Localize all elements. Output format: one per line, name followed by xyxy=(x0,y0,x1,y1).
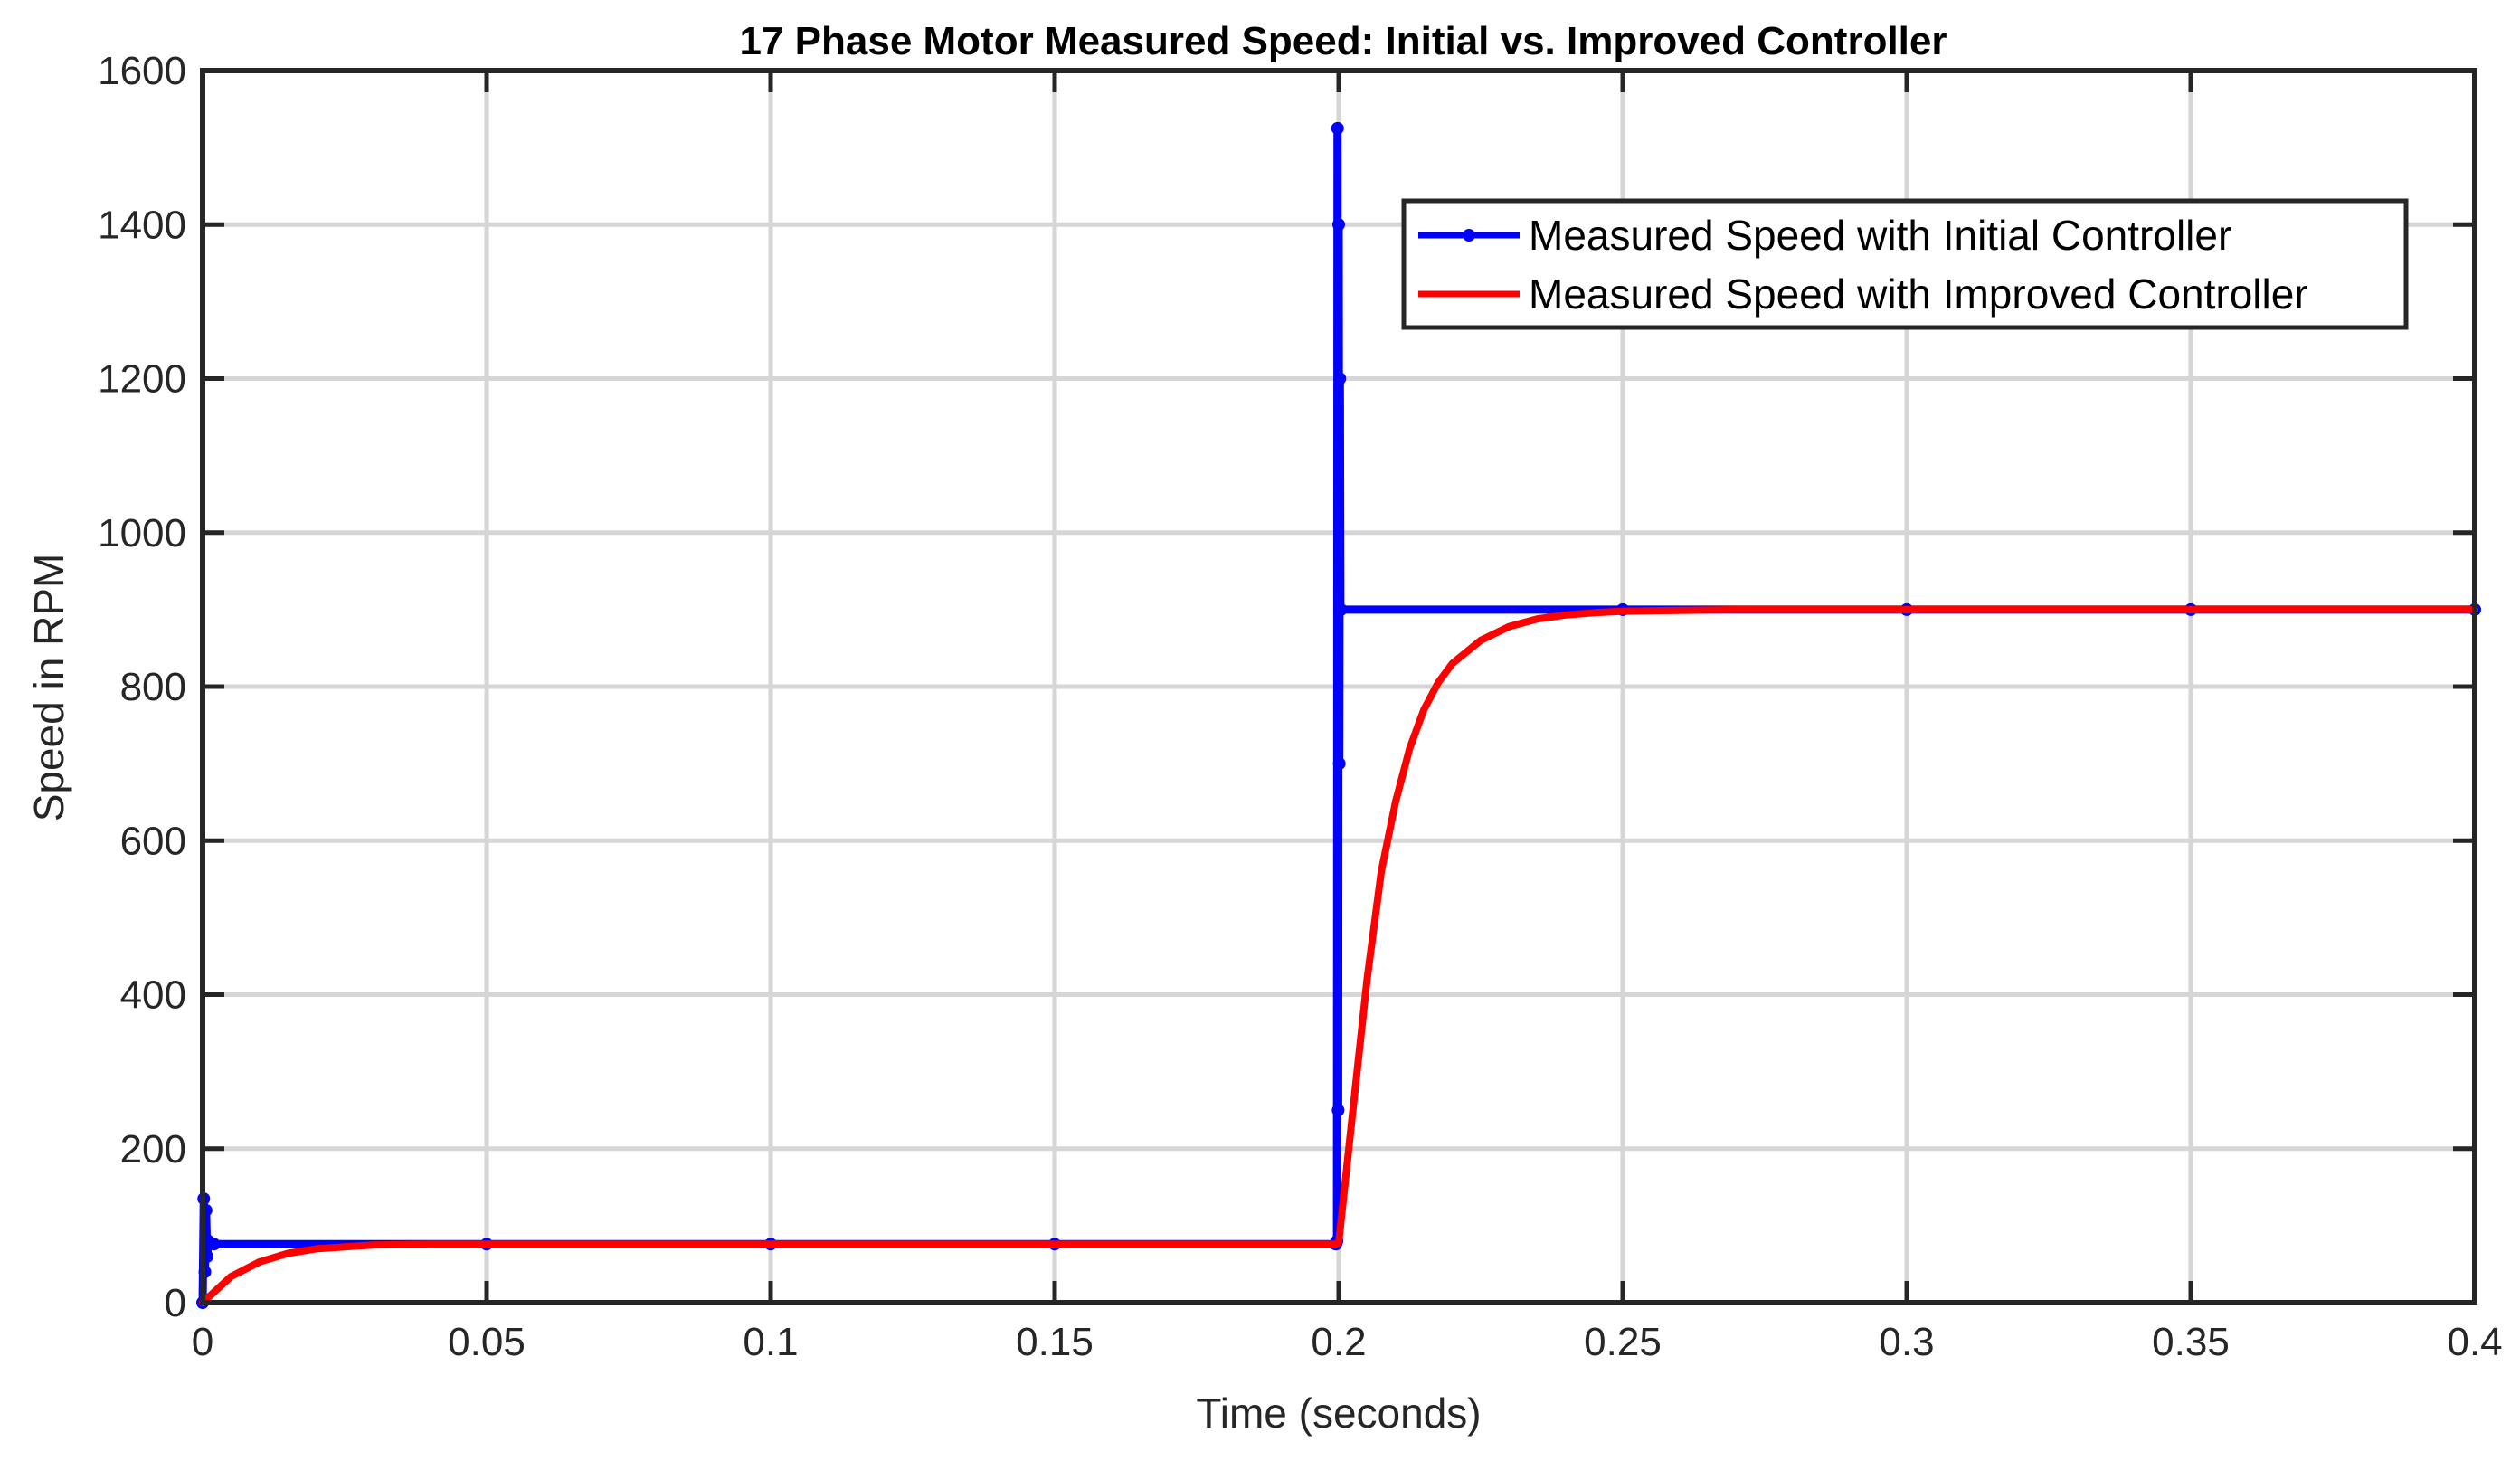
legend-marker-initial xyxy=(1463,229,1475,242)
y-tick-label: 1600 xyxy=(98,49,186,93)
data-point xyxy=(1334,602,1348,616)
data-point xyxy=(1333,372,1347,385)
legend: Measured Speed with Initial Controller M… xyxy=(1401,198,2409,330)
data-point xyxy=(207,1238,221,1251)
y-tick-label: 800 xyxy=(120,665,186,709)
y-tick-label: 200 xyxy=(120,1127,186,1172)
chart-title: 17 Phase Motor Measured Speed: Initial v… xyxy=(740,19,1947,63)
legend-label-improved: Measured Speed with Improved Controller xyxy=(1529,270,2308,318)
series-line-improved xyxy=(199,605,2478,1306)
axis-ticks: 0 0.05 0.1 0.15 0.2 0.25 0.3 0.35 0.4 0 200 400 600 8… xyxy=(98,49,2502,1364)
y-tick-label: 600 xyxy=(120,819,186,863)
data-point xyxy=(1332,757,1346,771)
x-tick-label: 0.05 xyxy=(448,1320,526,1364)
y-tick-label: 0 xyxy=(165,1281,186,1325)
x-tick-label: 0.15 xyxy=(1016,1320,1094,1364)
x-tick-label: 0.25 xyxy=(1584,1320,1662,1364)
y-tick-label: 1200 xyxy=(98,357,186,402)
x-tick-label: 0.2 xyxy=(1311,1320,1366,1364)
data-point xyxy=(1331,121,1344,135)
legend-label-initial: Measured Speed with Initial Controller xyxy=(1529,212,2231,259)
data-point xyxy=(1332,218,1345,232)
plot-area xyxy=(196,121,2481,1309)
x-tick-label: 0 xyxy=(192,1320,213,1364)
y-tick-label: 1400 xyxy=(98,203,186,247)
x-axis-label: Time (seconds) xyxy=(1196,1390,1481,1437)
x-tick-label: 0.1 xyxy=(743,1320,798,1364)
y-axis-label: Speed in RPM xyxy=(25,554,72,822)
x-tick-label: 0.3 xyxy=(1879,1320,1934,1364)
data-point xyxy=(1331,1104,1345,1117)
y-tick-label: 1000 xyxy=(98,511,186,555)
x-tick-label: 0.4 xyxy=(2447,1320,2502,1364)
legend-box xyxy=(1401,198,2409,330)
y-tick-label: 400 xyxy=(120,973,186,1018)
x-tick-label: 0.35 xyxy=(2152,1320,2230,1364)
